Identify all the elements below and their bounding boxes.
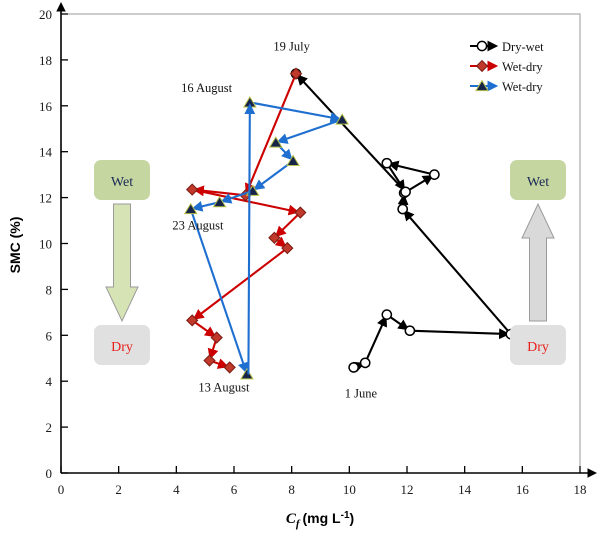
data-point-circle <box>476 40 488 52</box>
data-point-circle <box>381 309 393 320</box>
data-point-circle <box>381 157 393 169</box>
data-point-diamond <box>223 361 236 374</box>
series-wet-dry <box>183 95 350 380</box>
data-point-triangle <box>286 154 300 166</box>
data-point-diamond <box>294 206 307 219</box>
data-point-circle <box>404 325 416 337</box>
chart-legend: Dry-wet Wet-dry Wet-dry <box>470 40 544 94</box>
series-segment <box>403 209 512 335</box>
data-point-triangle <box>335 113 350 125</box>
x-tick-label: 8 <box>288 482 295 497</box>
y-tick-label: 16 <box>39 99 53 114</box>
y-tick-label: 14 <box>39 145 53 160</box>
dry-label: Dry <box>111 340 133 355</box>
chart-annotation: 16 August <box>181 81 233 95</box>
data-point-triangle <box>268 136 283 148</box>
legend-item-0[interactable]: Dry-wet <box>470 40 544 54</box>
y-tick-label: 8 <box>46 282 53 297</box>
legend-label: Wet-dry <box>502 60 543 74</box>
legend-label: Dry-wet <box>502 40 544 54</box>
x-tick-label: 14 <box>458 482 472 497</box>
data-point-diamond <box>281 241 294 255</box>
data-point-diamond <box>203 354 216 367</box>
wet-label: Wet <box>527 175 549 190</box>
right-dry-wet-indicator: Wet Dry <box>510 160 566 365</box>
data-series-layer <box>183 67 517 380</box>
data-point-diamond <box>289 67 303 80</box>
x-tick-label: 4 <box>173 482 180 497</box>
data-point-diamond <box>210 331 223 344</box>
series-segment <box>296 74 407 193</box>
x-tick-label: 18 <box>574 482 587 497</box>
series-segment <box>276 118 343 144</box>
chart-annotation: 1 June <box>345 386 378 400</box>
series-segment <box>274 211 302 238</box>
x-tick-label: 12 <box>401 482 414 497</box>
y-tick-label: 12 <box>39 191 52 206</box>
y-tick-label: 4 <box>46 374 53 389</box>
legend-label: Wet-dry <box>502 80 543 94</box>
wet-box <box>510 160 566 200</box>
x-tick-label: 16 <box>516 482 530 497</box>
data-point-circle <box>397 203 409 215</box>
series-segment <box>387 160 435 176</box>
series-segment <box>364 315 388 364</box>
y-tick-label: 18 <box>39 53 52 68</box>
data-point-triangle <box>212 195 227 208</box>
data-point-circle <box>400 186 411 198</box>
left-wet-dry-indicator: Wet Dry <box>94 160 150 365</box>
y-axis-title: SMC (%) <box>7 217 23 274</box>
data-point-diamond <box>186 314 199 327</box>
series-segment <box>249 101 342 123</box>
x-tick-label: 6 <box>231 482 238 497</box>
dry-box <box>510 325 566 365</box>
wet-box <box>94 160 150 200</box>
data-point-diamond <box>475 59 489 73</box>
series-segment <box>244 73 297 195</box>
y-tick-label: 10 <box>39 237 52 252</box>
x-tick-label: 10 <box>343 482 356 497</box>
dry-label: Dry <box>527 340 549 355</box>
series-segment <box>244 103 256 375</box>
data-point-diamond <box>268 231 281 244</box>
x-tick-label: 2 <box>115 482 122 497</box>
x-tick-label: 0 <box>58 482 65 497</box>
y-tick-label: 6 <box>46 328 53 343</box>
data-point-triangle <box>240 367 254 380</box>
x-axis-ticks: 0 2 4 6 8 10 12 14 16 18 <box>58 466 587 497</box>
series-segment <box>192 247 288 320</box>
data-point-triangle <box>242 95 257 108</box>
legend-item-1[interactable]: Wet-dry <box>470 59 543 74</box>
series-segment <box>409 328 511 340</box>
series-wet-dry <box>186 67 307 374</box>
y-tick-label: 0 <box>46 466 53 481</box>
dry-box <box>94 325 150 365</box>
data-point-circle <box>359 357 371 369</box>
data-point-circle <box>429 169 440 180</box>
dry-to-wet-arrow <box>521 202 555 322</box>
data-point-diamond <box>186 183 199 196</box>
y-tick-label: 20 <box>39 7 52 22</box>
legend-item-2[interactable]: Wet-dry <box>470 79 543 94</box>
wet-to-dry-arrow <box>105 203 139 323</box>
y-axis-ticks: 0 2 4 6 8 10 12 14 16 18 20 <box>39 7 68 481</box>
annotation-layer: 19 July 16 August 23 August 13 August 1 June <box>172 40 377 401</box>
series-segment <box>191 188 300 216</box>
data-point-circle <box>348 362 360 373</box>
data-point-triangle <box>475 79 489 92</box>
x-axis-title: Cf (mg L-1) <box>286 510 354 530</box>
chart-annotation: 19 July <box>273 40 310 54</box>
wet-label: Wet <box>111 175 133 190</box>
series-segment <box>189 208 249 374</box>
chart-annotation: 23 August <box>172 219 224 233</box>
chart-annotation: 13 August <box>198 381 250 395</box>
series-wet-dry-blue-descent <box>244 103 256 375</box>
series-dry-wet <box>290 68 517 373</box>
y-tick-label: 2 <box>46 420 53 435</box>
data-point-triangle <box>183 202 198 215</box>
series-segment <box>192 185 246 197</box>
